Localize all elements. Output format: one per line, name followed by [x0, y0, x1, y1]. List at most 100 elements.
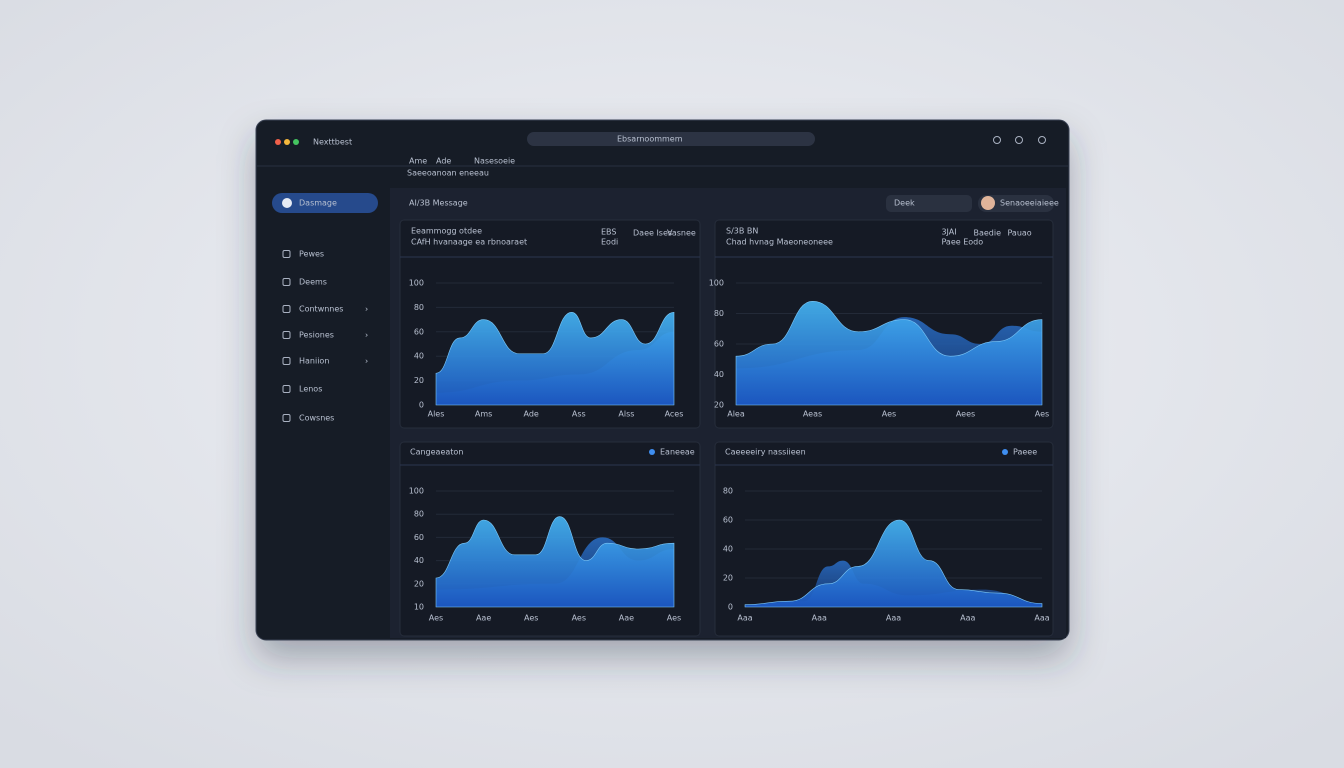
stat: 3JAI: [941, 228, 956, 237]
x-tick-label: Aes: [667, 614, 681, 623]
nav-item[interactable]: Cowsnes: [299, 414, 334, 423]
icon[interactable]: [1015, 136, 1023, 144]
tab[interactable]: Daee Ises: [633, 229, 672, 238]
y-tick-label: 80: [723, 487, 733, 496]
crumb[interactable]: Ade: [436, 157, 451, 166]
area-front: [435, 516, 675, 608]
dot-close[interactable]: [275, 139, 281, 145]
x-tick-label: Aaa: [960, 614, 975, 623]
nav-active[interactable]: [272, 193, 378, 213]
nav-item[interactable]: Pewes: [299, 250, 324, 259]
url: Ebsarnoommem: [617, 135, 683, 144]
x-tick-label: Aaa: [1034, 614, 1049, 623]
nav-item[interactable]: Lenos: [299, 385, 322, 394]
x-tick-label: Alss: [618, 410, 634, 419]
nav-item[interactable]: Contwnnes: [299, 305, 343, 314]
y-tick-label: 100: [409, 487, 424, 496]
x-tick-label: Ass: [572, 410, 586, 419]
nav-icon: [282, 305, 291, 313]
nav-icon: [282, 250, 291, 258]
chevron: ›: [365, 331, 368, 340]
button[interactable]: [886, 195, 972, 212]
crumb[interactable]: Nasesoeie: [474, 157, 515, 166]
x-tick-label: Ade: [524, 410, 539, 419]
tab[interactable]: Pauao: [1007, 229, 1031, 238]
panel-subtitle: Chad hvnag Maeoneoneee: [726, 238, 833, 247]
y-tick-label: 60: [414, 327, 424, 336]
y-tick-label: 10: [414, 603, 424, 612]
tab[interactable]: Baedie: [973, 229, 1001, 238]
y-tick-label: 20: [714, 401, 724, 410]
crumb[interactable]: Ame: [409, 157, 427, 166]
x-tick-label: Aaa: [886, 614, 901, 623]
area-front: [435, 311, 675, 406]
panel-title: Cangeaeaton: [410, 448, 463, 457]
y-tick-label: 40: [414, 556, 424, 565]
subcrumb: Saeeoanoan eneeau: [407, 169, 489, 178]
nav-item[interactable]: Deems: [299, 278, 327, 287]
stat-label: Paee Eodo: [941, 238, 983, 247]
y-tick-label: 0: [419, 401, 424, 410]
x-tick-label: Aes: [524, 614, 538, 623]
y-tick-label: 40: [414, 352, 424, 361]
chevron: ›: [365, 305, 368, 314]
user-name: Senaoeeiaieee: [1000, 199, 1059, 208]
panel-title: Eeammogg otdee: [411, 227, 482, 236]
y-tick-label: 40: [723, 545, 733, 554]
y-tick-label: 20: [723, 574, 733, 583]
x-tick-label: Aces: [665, 410, 684, 419]
nav-icon: [282, 278, 291, 286]
nav-icon: [282, 414, 291, 422]
y-tick-label: 60: [714, 340, 724, 349]
y-tick-label: 80: [414, 303, 424, 312]
x-tick-label: Aes: [882, 410, 896, 419]
nav-item[interactable]: Pesiones: [299, 331, 334, 340]
window-border: [255, 119, 1070, 641]
url-bar[interactable]: [527, 132, 815, 146]
dot-min[interactable]: [284, 139, 290, 145]
x-tick-label: Aaa: [737, 614, 752, 623]
y-tick-label: 40: [714, 370, 724, 379]
nav-icon: [282, 357, 291, 365]
x-tick-label: Aeas: [803, 410, 822, 419]
legend-label: Eaneeae: [660, 448, 695, 457]
x-tick-label: Aae: [619, 614, 634, 623]
legend-label: Paeee: [1013, 448, 1037, 457]
legend-dot: [649, 449, 655, 455]
button-label: Deek: [894, 199, 915, 208]
y-tick-label: 80: [714, 309, 724, 318]
panel-subtitle: CAfH hvanaage ea rbnoaraet: [411, 238, 527, 247]
nav-icon: [282, 331, 291, 339]
x-tick-label: Aes: [1035, 410, 1049, 419]
legend-dot: [1002, 449, 1008, 455]
y-tick-label: 0: [728, 603, 733, 612]
stat: EBS: [601, 228, 616, 237]
tab[interactable]: Vasnee: [667, 229, 696, 238]
icon[interactable]: [1038, 136, 1046, 144]
y-tick-label: 80: [414, 510, 424, 519]
icon[interactable]: [993, 136, 1001, 144]
panel-title: S/3B BN: [726, 227, 758, 236]
x-tick-label: Alea: [727, 410, 745, 419]
y-tick-label: 20: [414, 376, 424, 385]
user-pill[interactable]: [978, 195, 1054, 212]
page-title: AI/3B Message: [409, 199, 468, 208]
nav-item[interactable]: Haniion: [299, 357, 329, 366]
x-tick-label: Aees: [956, 410, 975, 419]
panel-title: Caeeeeiry nassiieen: [725, 448, 806, 457]
x-tick-label: Ales: [428, 410, 445, 419]
nav-active-label: Dasmage: [299, 199, 337, 208]
y-tick-label: 100: [709, 279, 724, 288]
x-tick-label: Ams: [475, 410, 492, 419]
x-tick-label: Aes: [572, 614, 586, 623]
y-tick-label: 100: [409, 279, 424, 288]
nav-icon: [282, 198, 292, 208]
y-tick-label: 60: [414, 533, 424, 542]
nav-icon: [282, 385, 291, 393]
dot-max[interactable]: [293, 139, 299, 145]
x-tick-label: Aae: [476, 614, 491, 623]
chevron: ›: [365, 357, 368, 366]
x-tick-label: Aaa: [812, 614, 827, 623]
x-tick-label: Aes: [429, 614, 443, 623]
